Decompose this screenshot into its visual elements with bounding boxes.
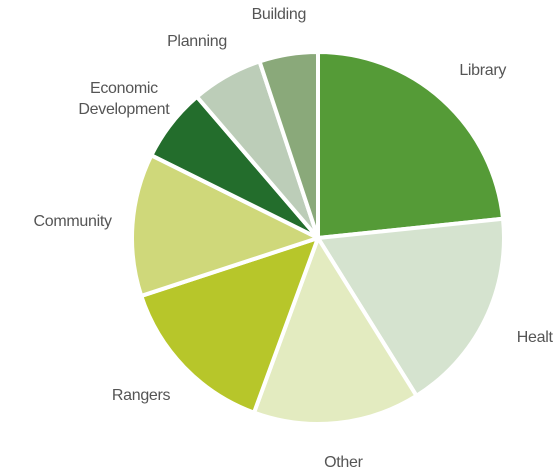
pie-slice xyxy=(316,50,506,240)
slice-label: Other xyxy=(324,454,363,472)
slice-label: Health xyxy=(516,328,553,346)
slice-label: Rangers xyxy=(111,386,171,404)
pie-slice xyxy=(252,236,419,426)
slice-label: Library xyxy=(459,61,507,79)
slice-label: Planning xyxy=(167,32,227,50)
slice-label: Community xyxy=(33,213,113,231)
pie-slice xyxy=(130,153,320,298)
pie-slice xyxy=(316,216,506,398)
slice-label: Building xyxy=(251,6,307,24)
pie-slice xyxy=(257,50,320,240)
slice-label: Economic Development xyxy=(78,80,170,119)
